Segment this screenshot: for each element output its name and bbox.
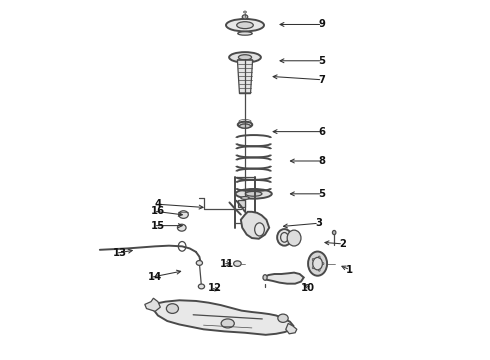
Ellipse shape [318, 269, 320, 271]
Text: 4: 4 [154, 199, 162, 209]
Ellipse shape [242, 15, 248, 19]
Text: 5: 5 [318, 56, 325, 66]
Text: 7: 7 [318, 75, 325, 85]
Text: 10: 10 [301, 283, 315, 293]
Ellipse shape [312, 267, 314, 269]
Ellipse shape [221, 319, 234, 328]
Ellipse shape [318, 256, 320, 258]
Polygon shape [153, 300, 294, 335]
Ellipse shape [234, 261, 241, 266]
Ellipse shape [196, 261, 202, 265]
Ellipse shape [238, 32, 252, 35]
Ellipse shape [312, 258, 314, 261]
Text: 13: 13 [113, 248, 127, 258]
Polygon shape [286, 323, 297, 334]
Text: 16: 16 [151, 206, 165, 216]
Ellipse shape [322, 262, 324, 265]
Text: 2: 2 [339, 239, 346, 249]
Ellipse shape [236, 189, 272, 199]
Text: 9: 9 [318, 19, 325, 30]
Text: 14: 14 [147, 273, 162, 283]
Ellipse shape [241, 197, 249, 199]
Ellipse shape [277, 229, 292, 246]
Ellipse shape [313, 257, 322, 270]
Text: 3: 3 [315, 218, 322, 228]
Ellipse shape [177, 224, 186, 231]
Text: 6: 6 [318, 127, 325, 136]
Polygon shape [145, 298, 160, 311]
Text: 5: 5 [318, 189, 325, 199]
Ellipse shape [237, 22, 253, 29]
Text: 1: 1 [346, 265, 353, 275]
Ellipse shape [229, 52, 261, 63]
Ellipse shape [239, 55, 251, 60]
Polygon shape [264, 273, 304, 284]
Ellipse shape [244, 11, 246, 13]
Ellipse shape [179, 211, 188, 219]
Ellipse shape [255, 223, 264, 236]
Text: 12: 12 [208, 283, 222, 293]
Ellipse shape [167, 304, 178, 314]
Ellipse shape [287, 230, 301, 246]
Text: 15: 15 [151, 221, 165, 231]
Ellipse shape [263, 275, 267, 280]
Polygon shape [237, 60, 253, 94]
Text: 11: 11 [220, 258, 234, 269]
Text: 8: 8 [318, 156, 325, 166]
Ellipse shape [308, 252, 327, 276]
Ellipse shape [226, 19, 264, 31]
Ellipse shape [278, 314, 288, 323]
Ellipse shape [240, 124, 250, 128]
Ellipse shape [198, 284, 204, 289]
Ellipse shape [245, 192, 262, 196]
Ellipse shape [332, 230, 336, 235]
Bar [238, 201, 245, 207]
Ellipse shape [238, 122, 252, 128]
Polygon shape [241, 212, 269, 239]
